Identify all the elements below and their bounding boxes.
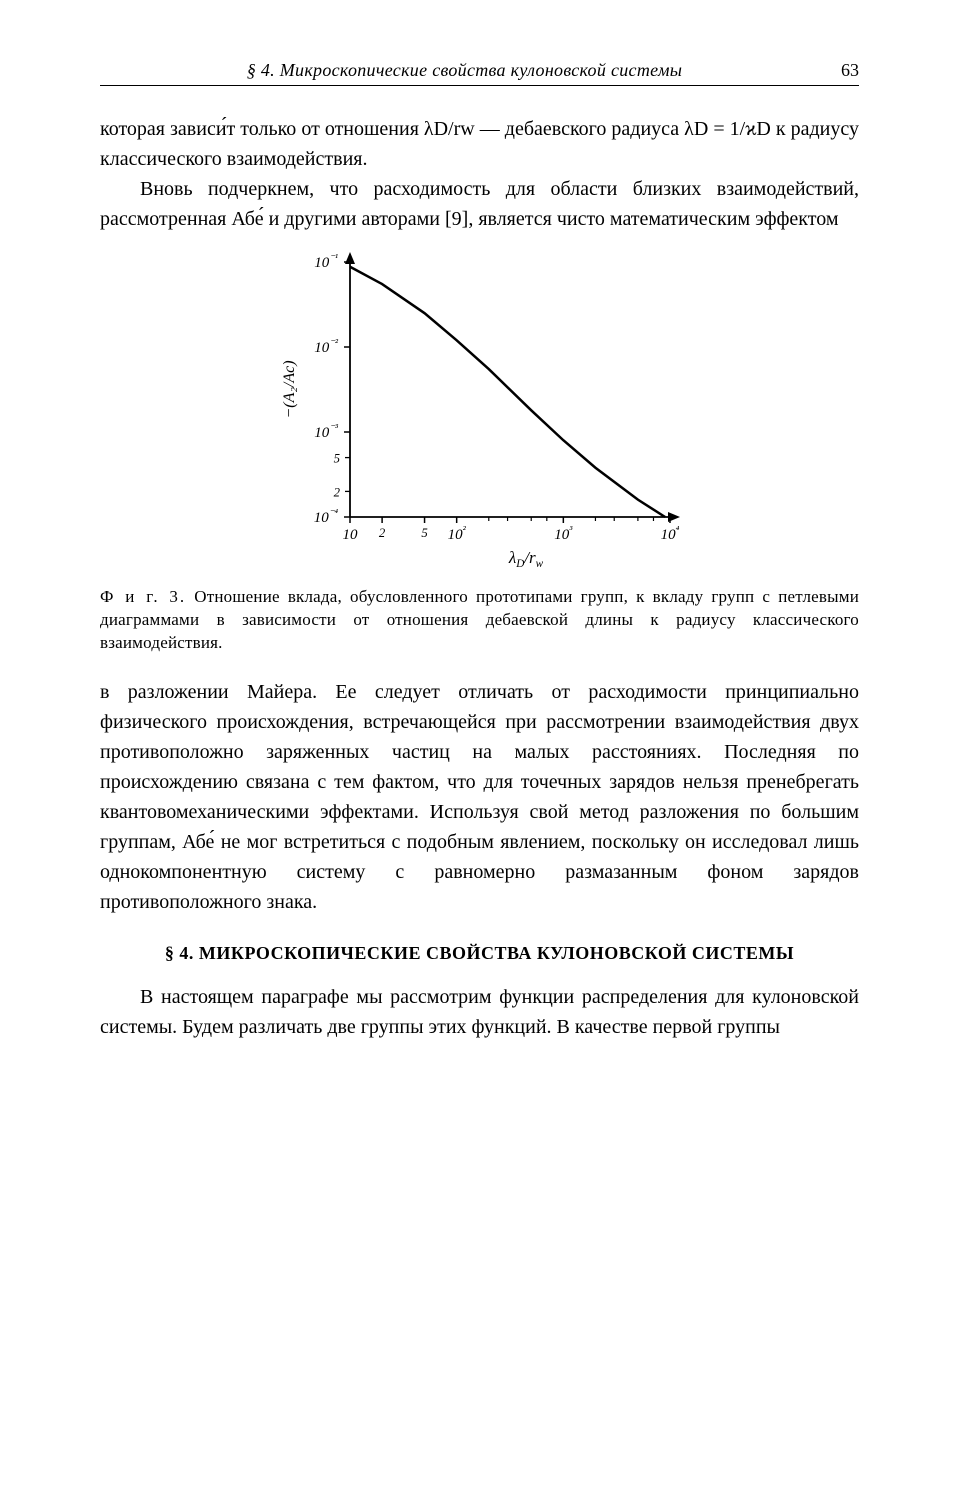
page-header: § 4. Микроскопические свойства кулоновск… xyxy=(100,60,859,86)
figure-caption: Ф и г. 3. Отношение вклада, обусловленно… xyxy=(100,586,859,655)
svg-text:λD/rw: λD/rw xyxy=(507,548,543,570)
svg-text:−(A₂/Ac): −(A₂/Ac) xyxy=(281,360,298,418)
paragraph-2: Вновь подчеркнем, что расходимость для о… xyxy=(100,174,859,234)
svg-text:10³: 10³ xyxy=(554,525,573,543)
svg-text:2: 2 xyxy=(333,485,340,499)
svg-text:10⁴: 10⁴ xyxy=(660,525,679,543)
svg-text:10⁻³: 10⁻³ xyxy=(314,423,339,441)
svg-text:10⁻²: 10⁻² xyxy=(314,338,339,356)
paragraph-1: которая зависи́т только от отношения λD/… xyxy=(100,114,859,174)
svg-text:5: 5 xyxy=(421,526,427,540)
svg-text:2: 2 xyxy=(378,526,385,540)
paragraph-4: В настоящем параграфе мы рассмотрим функ… xyxy=(100,982,859,1042)
svg-text:10⁻⁴: 10⁻⁴ xyxy=(313,508,338,526)
svg-text:10⁻¹: 10⁻¹ xyxy=(314,253,338,271)
page-number: 63 xyxy=(841,60,859,81)
figure-caption-text: Отношение вклада, обусловленного прототи… xyxy=(100,587,859,652)
svg-text:10: 10 xyxy=(342,527,358,543)
header-title: § 4. Микроскопические свойства кулоновск… xyxy=(100,60,829,81)
svg-text:5: 5 xyxy=(333,452,339,466)
figure-3: 10⁻¹ 10⁻² 10⁻³ 10⁻⁴ 5 2 10 2 5 10² 10³ 10⁴ −(A₂/Ac) λ… xyxy=(100,252,859,572)
paragraph-3: в разложении Майера. Ее следует отличать… xyxy=(100,677,859,917)
chart-svg: 10⁻¹ 10⁻² 10⁻³ 10⁻⁴ 5 2 10 2 5 10² 10³ 10⁴ −(A₂/Ac) λ… xyxy=(270,252,690,572)
svg-text:10²: 10² xyxy=(447,525,466,543)
section-heading: § 4. МИКРОСКОПИЧЕСКИЕ СВОЙСТВА КУЛОНОВСК… xyxy=(100,943,859,964)
figure-label: Ф и г. 3. xyxy=(100,587,186,606)
